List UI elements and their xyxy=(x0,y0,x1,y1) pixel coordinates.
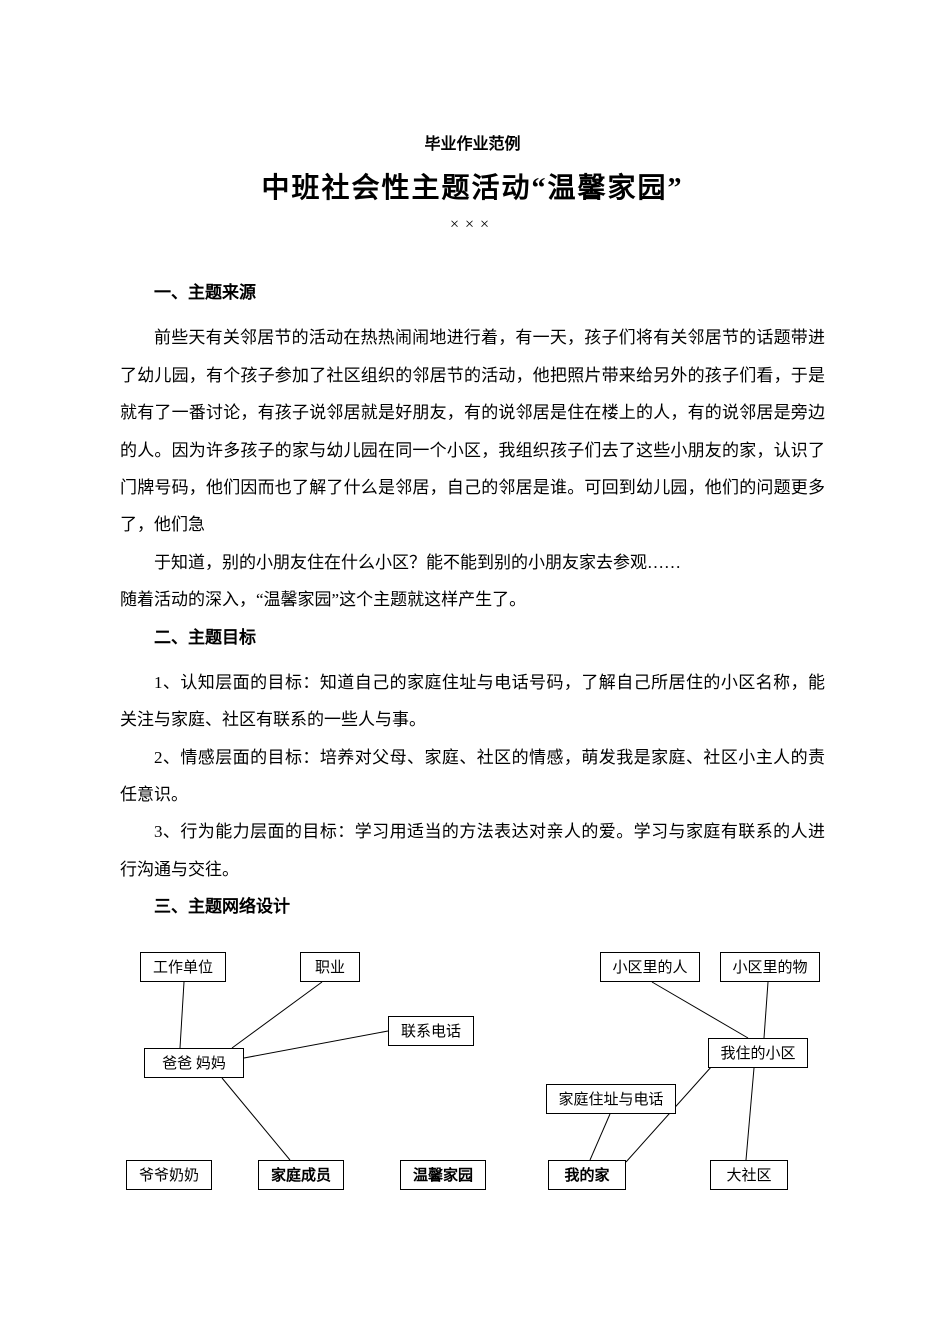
section1-p2: 于知道，别的小朋友住在什么小区？能不能到别的小朋友家去参观…… xyxy=(120,544,825,581)
edge-area-big xyxy=(746,1068,754,1160)
section3-heading: 三、主题网络设计 xyxy=(120,888,825,925)
pretitle: 毕业作业范例 xyxy=(120,130,825,154)
node-addr: 家庭住址与电话 xyxy=(546,1084,676,1114)
author: ××× xyxy=(120,216,825,234)
section2-item2: 2、情感层面的目标：培养对父母、家庭、社区的情感，萌发我是家庭、社区小主人的责任… xyxy=(120,739,825,814)
node-members: 家庭成员 xyxy=(258,1160,344,1190)
section2-item3: 3、行为能力层面的目标：学习用适当的方法表达对亲人的爱。学习与家庭有联系的人进行… xyxy=(120,813,825,888)
edge-addr-myhome xyxy=(590,1114,610,1160)
node-job: 职业 xyxy=(300,952,360,982)
section2-heading: 二、主题目标 xyxy=(120,619,825,656)
node-grand: 爷爷奶奶 xyxy=(126,1160,212,1190)
section1-p3: 随着活动的深入，“温馨家园”这个主题就这样产生了。 xyxy=(120,581,825,618)
node-big: 大社区 xyxy=(710,1160,788,1190)
edge-phone-parents xyxy=(244,1031,388,1058)
edge-myhome-area xyxy=(626,1066,712,1162)
node-center: 温馨家园 xyxy=(400,1160,486,1190)
page-title: 中班社会性主题活动“温馨家园” xyxy=(120,166,825,206)
edge-work-parents xyxy=(180,982,184,1048)
node-work: 工作单位 xyxy=(140,952,226,982)
node-things: 小区里的物 xyxy=(720,952,820,982)
section1-p1: 前些天有关邻居节的活动在热热闹闹地进行着，有一天，孩子们将有关邻居节的话题带进了… xyxy=(120,319,825,543)
edge-parents-members xyxy=(222,1078,290,1160)
node-myhome: 我的家 xyxy=(548,1160,626,1190)
node-people: 小区里的人 xyxy=(600,952,700,982)
node-phone: 联系电话 xyxy=(388,1016,474,1046)
edge-people-area xyxy=(652,982,748,1038)
section1-heading: 一、主题来源 xyxy=(120,274,825,311)
edge-job-parents xyxy=(232,982,322,1048)
section2-item1: 1、认知层面的目标：知道自己的家庭住址与电话号码，了解自己所居住的小区名称，能关… xyxy=(120,664,825,739)
network-diagram: 工作单位 职业 小区里的人小区里的物联系电话爸爸 妈妈 我住的小区家庭住址与电话爷爷奶… xyxy=(112,936,832,1216)
node-area: 我住的小区 xyxy=(708,1038,808,1068)
node-parents: 爸爸 妈妈 xyxy=(144,1048,244,1078)
edge-things-area xyxy=(764,982,768,1038)
